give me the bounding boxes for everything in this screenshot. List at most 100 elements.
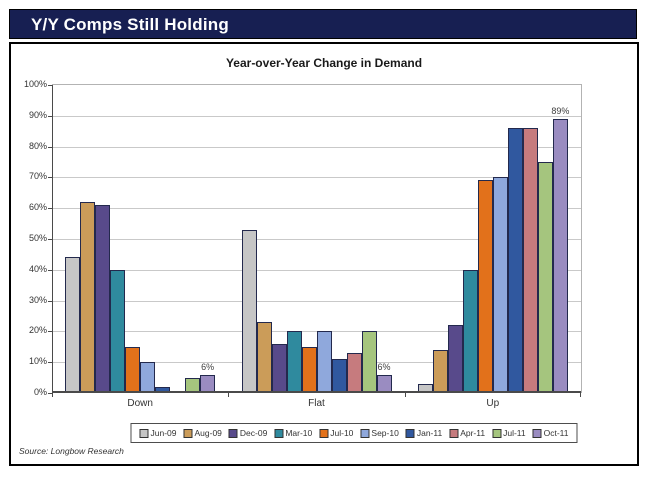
y-axis-tick-100 — [48, 85, 52, 86]
chart-title: Year-over-Year Change in Demand — [225, 56, 423, 70]
y-axis-label-40%: 40% — [28, 263, 47, 274]
category-label-flat: Flat — [308, 398, 325, 409]
gridline-60 — [52, 208, 581, 210]
y-axis-tick-80 — [48, 146, 52, 148]
legend-label: Jul-10 — [330, 428, 354, 438]
chart-container: Year-over-Year Change in Demand 6% 6% 89% … — [9, 42, 639, 466]
gridline-30 — [52, 300, 581, 302]
bar-Jul-10-Flat — [301, 347, 317, 393]
y-axis-tick-10 — [48, 362, 52, 364]
y-axis-tick-40 — [48, 269, 52, 271]
y-axis-label-10%: 10% — [28, 356, 47, 367]
legend-item-Apr-11: Apr-11 — [449, 428, 485, 438]
y-axis-tick-0 — [48, 393, 52, 394]
legend-item-Oct-11: Oct-11 — [532, 428, 569, 438]
y-axis-tick-70 — [48, 177, 52, 179]
y-axis-label-60%: 60% — [28, 202, 47, 213]
y-axis-tick-20 — [48, 331, 52, 333]
legend-swatch-icon — [228, 428, 238, 438]
bar-Jun-09-Down — [65, 257, 81, 393]
bar-Apr-11-Up — [522, 128, 538, 393]
gridline-50 — [52, 239, 581, 240]
y-axis-tick-60 — [48, 208, 52, 210]
legend-swatch-icon — [405, 428, 415, 438]
bar-Aug-09-Down — [80, 202, 96, 393]
x-axis-tick-2 — [405, 393, 406, 397]
legend-item-Dec-09: Dec-09 — [228, 428, 268, 438]
legend-label: Aug-09 — [194, 428, 222, 438]
x-axis-tick-1 — [228, 393, 229, 397]
bar-Mar-10-Flat — [286, 331, 302, 393]
y-axis-label-90%: 90% — [28, 109, 47, 120]
gridline-40 — [52, 269, 581, 271]
legend-label: Jan-11 — [416, 428, 443, 438]
bar-value-label-Oct-11-Up: 89% — [551, 105, 570, 116]
y-axis-label-30%: 30% — [28, 294, 47, 305]
legend-item-Jul-10: Jul-10 — [319, 428, 353, 438]
legend-item-Jan-11: Jan-11 — [405, 428, 443, 438]
gridline-80 — [52, 146, 581, 148]
legend-swatch-icon — [449, 428, 459, 438]
plot-area: 6% 6% 89% — [48, 84, 582, 397]
gridline-90 — [52, 115, 581, 117]
gridline-70 — [52, 177, 581, 179]
bar-Dec-09-Down — [95, 205, 111, 393]
y-axis-line — [52, 85, 53, 393]
legend-label: Oct-11 — [543, 428, 569, 438]
legend-swatch-icon — [183, 428, 193, 438]
bar-Dec-09-Flat — [271, 344, 287, 393]
x-axis-line — [52, 391, 581, 393]
y-axis-label-80%: 80% — [28, 140, 47, 151]
y-axis-tick-50 — [48, 239, 52, 240]
bar-Jan-11-Flat — [331, 359, 347, 393]
x-axis-tick-3 — [580, 393, 581, 397]
x-axis-tick-0 — [52, 393, 53, 397]
bar-Mar-10-Down — [110, 270, 126, 393]
bar-Aug-09-Flat — [256, 322, 272, 393]
legend-swatch-icon — [360, 428, 370, 438]
legend-item-Mar-10: Mar-10 — [274, 428, 312, 438]
legend-item-Jul-11: Jul-11 — [492, 428, 526, 438]
legend-item-Jun-09: Jun-09 — [139, 428, 176, 438]
legend-label: Mar-10 — [285, 428, 313, 438]
legend-label: Jul-11 — [503, 428, 526, 438]
bar-Jan-11-Up — [507, 128, 523, 393]
bar-Jul-11-Up — [537, 162, 553, 393]
category-label-up: Up — [486, 398, 500, 409]
bar-value-label-Oct-11-Down: 6% — [201, 361, 215, 372]
bar-Apr-11-Flat — [346, 353, 362, 393]
bar-value-label-Oct-11-Flat: 6% — [377, 361, 391, 372]
legend-label: Apr-11 — [460, 428, 486, 438]
y-axis-tick-90 — [48, 115, 52, 117]
legend-swatch-icon — [492, 428, 502, 438]
legend-label: Jun-09 — [150, 428, 177, 438]
legend-swatch-icon — [274, 428, 284, 438]
legend-swatch-icon — [532, 428, 542, 438]
legend-label: Sep-10 — [371, 428, 399, 438]
source-note: Source: Longbow Research — [19, 446, 124, 456]
bar-Sep-10-Down — [140, 362, 156, 393]
y-axis-label-50%: 50% — [28, 233, 47, 243]
y-axis-label-70%: 70% — [28, 171, 47, 182]
bar-Sep-10-Flat — [316, 331, 332, 393]
y-axis-label-100%: 100% — [23, 79, 47, 89]
y-axis-tick-30 — [48, 300, 52, 302]
category-label-down: Down — [127, 398, 153, 409]
legend-item-Aug-09: Aug-09 — [183, 428, 222, 438]
legend-label: Dec-09 — [239, 428, 268, 438]
bar-Jul-10-Up — [477, 180, 493, 393]
bar-Sep-10-Up — [492, 177, 508, 393]
y-axis-label-0%: 0% — [33, 387, 47, 397]
bar-Jul-10-Down — [125, 347, 141, 393]
legend-swatch-icon — [139, 428, 149, 438]
bar-Aug-09-Up — [432, 350, 448, 393]
page-title: Y/Y Comps Still Holding — [9, 9, 637, 39]
bar-Oct-11-Up — [552, 119, 568, 393]
y-axis-label-20%: 20% — [28, 325, 47, 336]
legend-item-Sep-10: Sep-10 — [360, 428, 399, 438]
chart-legend: Jun-09 Aug-09 Dec-09 Mar-10 Jul-10 Sep-10 Jan-… — [130, 423, 578, 443]
bar-Dec-09-Up — [447, 325, 463, 393]
bar-Jun-09-Flat — [241, 230, 257, 393]
legend-swatch-icon — [319, 428, 329, 438]
